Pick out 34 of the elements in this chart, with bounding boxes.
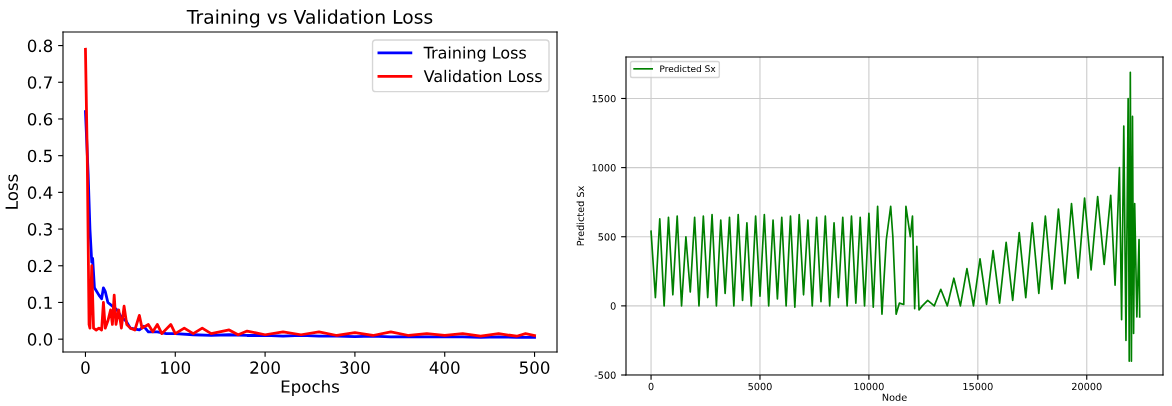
y-tick-label: 500 (598, 233, 616, 241)
legend-label: Training Loss (423, 46, 526, 62)
x-tick-label: 400 (429, 361, 460, 374)
x-axis-title: Epochs (281, 379, 340, 397)
y-tick-label: 0.7 (27, 76, 52, 89)
x-tick-label: 500 (519, 361, 550, 374)
y-tick-label: 0.1 (27, 296, 52, 310)
x-tick-label: 0 (81, 361, 90, 374)
y-tick-label: 0.5 (27, 149, 52, 163)
y-tick-label: 0 (610, 302, 616, 310)
line-series (650, 71, 1141, 363)
y-tick-label: 1000 (592, 164, 616, 172)
x-tick-label: 10000 (854, 382, 884, 391)
y-tick-label: 0.3 (27, 223, 52, 236)
y-axis-title: Predicted Sx (576, 185, 585, 246)
y-tick-label: 1500 (592, 94, 616, 103)
x-tick-label: 300 (340, 361, 370, 374)
y-tick-label: 0.8 (27, 39, 53, 53)
legend-label: Predicted Sx (660, 65, 716, 73)
y-tick-label: 0.4 (27, 186, 53, 199)
y-tick-label: 0.6 (27, 112, 53, 126)
y-tick-label: 0.0 (27, 333, 53, 346)
y-tick-label: -500 (594, 371, 616, 379)
x-tick-label: 20000 (1072, 382, 1102, 391)
x-tick-label: 100 (161, 361, 191, 374)
x-tick-label: 200 (250, 361, 280, 374)
x-axis-title: Node (882, 393, 907, 401)
x-tick-label: 15000 (963, 382, 993, 391)
x-tick-label: 0 (648, 382, 654, 391)
chart-title: Training vs Validation Loss (186, 9, 433, 28)
y-tick-label: 0.2 (27, 259, 52, 273)
legend-label: Validation Loss (423, 69, 542, 83)
y-axis-title: Loss (5, 174, 18, 209)
x-tick-label: 5000 (748, 382, 772, 391)
